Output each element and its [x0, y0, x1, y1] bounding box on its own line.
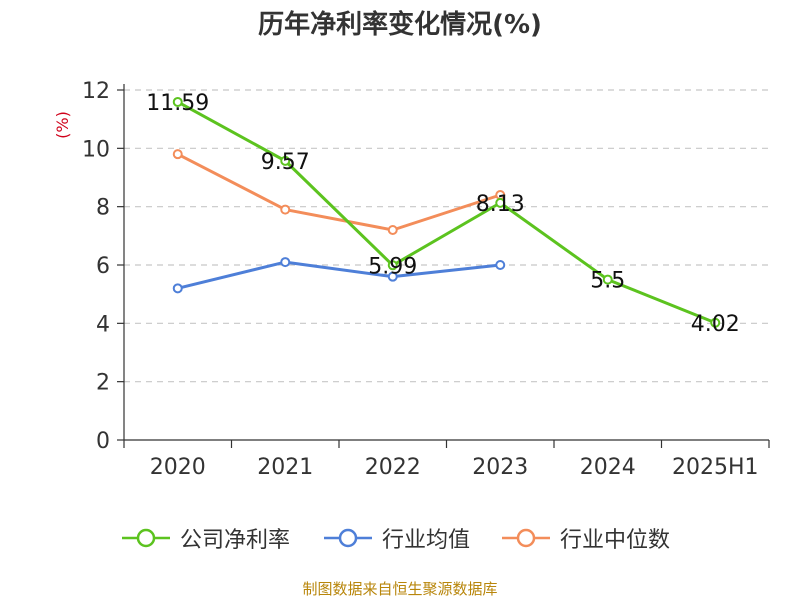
y-axis-unit-label: (%) — [53, 111, 72, 139]
data-point — [172, 96, 183, 107]
legend-label: 公司净利率 — [180, 528, 291, 553]
x-tick-label: 2024 — [580, 455, 636, 480]
legend-marker-industry-average-icon — [324, 528, 372, 548]
data-point — [495, 260, 506, 270]
data-label: 4.02 — [691, 312, 740, 337]
data-point — [172, 149, 183, 160]
data-point — [495, 197, 506, 208]
x-tick-label: 2021 — [257, 455, 313, 480]
series-line-2 — [177, 152, 501, 232]
legend: 公司净利率 行业均值 行业中位数 — [0, 518, 800, 558]
legend-label: 行业中位数 — [560, 528, 671, 553]
x-tick-label: 2020 — [150, 455, 206, 480]
legend-marker-company-net-margin-icon — [122, 528, 170, 548]
data-point — [280, 155, 291, 166]
data-label: 8.13 — [476, 192, 525, 217]
legend-item-company-net-margin[interactable]: 公司净利率 — [120, 518, 290, 558]
series-line-0 — [177, 100, 716, 325]
x-tick-label: 2022 — [365, 455, 421, 480]
data-point — [387, 225, 398, 235]
legend-item-industry-median[interactable]: 行业中位数 — [500, 518, 670, 558]
data-label: 9.57 — [261, 150, 310, 175]
legend-item-industry-average[interactable]: 行业均值 — [322, 518, 470, 558]
y-tick-label: 0 — [96, 429, 110, 454]
data-point — [602, 274, 613, 285]
data-point — [280, 257, 291, 268]
y-tick-label: 8 — [96, 196, 110, 221]
legend-label: 行业均值 — [382, 528, 471, 553]
data-point — [387, 260, 398, 271]
y-tick-label: 10 — [82, 137, 110, 162]
source-note: 制图数据来自恒生聚源数据库 — [302, 580, 498, 598]
data-label: 5.99 — [368, 254, 417, 279]
y-tick-label: 6 — [96, 254, 110, 279]
data-point — [280, 204, 291, 215]
y-tick-label: 2 — [96, 371, 110, 396]
y-tick-label: 4 — [96, 312, 110, 337]
data-label: 5.5 — [590, 269, 625, 294]
series-line-1 — [177, 260, 501, 290]
x-tick-label: 2025H1 — [672, 455, 759, 480]
y-tick-label: 12 — [82, 79, 110, 104]
chart-title: 历年净利率变化情况(%) — [258, 10, 542, 40]
data-point — [172, 283, 183, 294]
legend-marker-industry-median-icon — [502, 528, 550, 548]
data-label: 11.59 — [146, 91, 209, 116]
x-tick-label: 2023 — [472, 455, 528, 480]
data-point — [710, 317, 721, 328]
data-point — [387, 271, 398, 282]
